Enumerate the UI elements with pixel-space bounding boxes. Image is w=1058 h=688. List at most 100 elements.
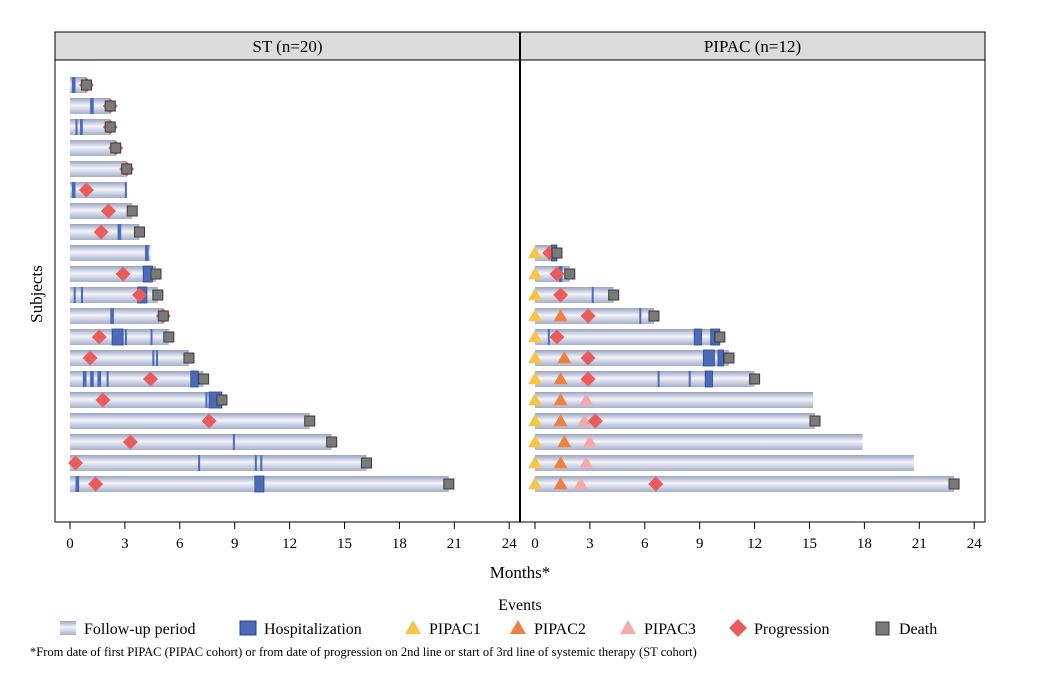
pipac2-marker: [553, 414, 568, 427]
hospitalization-mark: [704, 370, 713, 388]
pipac1-marker: [528, 351, 542, 364]
follow-up-bar: [70, 287, 158, 303]
hospitalization-mark: [90, 371, 94, 387]
panel-title: PIPAC (n=12): [704, 37, 801, 56]
follow-up-bar: [70, 266, 157, 282]
pipac3-marker: [573, 477, 588, 490]
death-marker: [80, 79, 92, 91]
legend-label: Progression: [754, 621, 830, 638]
legend-item-death: Death: [875, 621, 937, 638]
death-marker: [809, 415, 821, 427]
hospitalization-mark: [124, 329, 127, 345]
subject-row: [70, 245, 151, 261]
x-tick-label: 12: [747, 536, 762, 552]
panel-pipac: PIPAC (n=12) 0 3 6 9 12 15 18 21 24: [519, 31, 986, 552]
death-marker: [104, 100, 116, 112]
hospitalization-mark: [71, 182, 76, 198]
hospitalization-mark: [80, 119, 83, 135]
x-tick-label: 15: [337, 536, 352, 552]
legend-swatch-pipac3: [620, 620, 636, 634]
death-marker: [326, 436, 338, 448]
pipac2-marker: [553, 477, 568, 490]
hospitalization-mark: [145, 245, 149, 261]
subject-row: [528, 370, 761, 388]
x-tick-label: 21: [447, 536, 462, 552]
subject-row: [70, 224, 146, 240]
follow-up-bar: [70, 182, 127, 198]
subject-row: [70, 119, 118, 135]
subject-row: [528, 413, 821, 429]
x-axis-label: Months*: [490, 563, 550, 582]
hospitalization-mark: [106, 371, 109, 387]
subject-row: [528, 244, 563, 262]
subject-row: [528, 287, 620, 303]
legend-label: Follow-up period: [84, 621, 196, 638]
progression-marker: [100, 203, 116, 219]
subject-row: [528, 392, 814, 408]
hospitalization-mark: [547, 329, 550, 345]
subject-row: [528, 308, 660, 324]
legend-swatch-pipac1: [405, 620, 421, 634]
pipac1-marker: [528, 267, 542, 280]
panel-title: ST (n=20): [252, 37, 322, 56]
progression-marker: [553, 287, 569, 303]
pipac2-marker: [553, 309, 568, 322]
subject-row: [70, 413, 316, 429]
pipac1-marker: [528, 288, 542, 301]
pipac2-marker: [557, 351, 572, 364]
follow-up-bar: [535, 413, 815, 429]
hospitalization-mark: [232, 434, 235, 450]
death-marker: [183, 352, 195, 364]
y-axis-label: Subjects: [27, 265, 46, 323]
follow-up-bar: [535, 329, 720, 345]
death-marker: [126, 205, 138, 217]
death-marker: [714, 331, 726, 343]
panel-header: [519, 31, 986, 61]
follow-up-bar: [70, 392, 222, 408]
progression-marker: [580, 308, 596, 324]
x-tick-label: 18: [392, 536, 407, 552]
subject-row: [528, 476, 960, 492]
x-tick-label: 9: [231, 536, 239, 552]
death-marker: [150, 268, 162, 280]
pipac2-marker: [553, 456, 568, 469]
progression-marker: [95, 392, 111, 408]
follow-up-bar: [535, 476, 955, 492]
subject-row: [70, 475, 455, 493]
follow-up-bar: [535, 350, 729, 366]
legend-label: PIPAC2: [534, 621, 586, 638]
x-tick-label: 6: [641, 536, 649, 552]
x-tick-label: 6: [176, 536, 184, 552]
progression-marker: [93, 224, 109, 240]
hospitalization-mark: [156, 350, 159, 366]
x-tick-label: 9: [696, 536, 704, 552]
subject-row: [70, 140, 124, 156]
hospitalization-mark: [82, 371, 87, 387]
hospitalization-mark: [152, 350, 155, 366]
pipac1-marker: [528, 456, 542, 469]
death-marker: [157, 310, 169, 322]
x-tick-label: 15: [802, 536, 817, 552]
hospitalization-mark: [693, 328, 702, 346]
legend-swatch-hospitalization: [239, 620, 257, 636]
legend-item-progression: Progression: [729, 619, 830, 638]
death-marker: [948, 478, 960, 490]
legend-label: PIPAC1: [429, 621, 481, 638]
legend-swatch-progression: [729, 619, 747, 637]
legend-swatch-followup: [60, 621, 76, 635]
progression-marker: [648, 476, 664, 492]
death-marker: [110, 142, 122, 154]
follow-up-bar: [70, 140, 116, 156]
follow-up-bar: [535, 371, 755, 387]
legend-item-hosp: Hospitalization: [239, 620, 362, 638]
death-marker: [134, 226, 146, 238]
footnote: *From date of first PIPAC (PIPAC cohort)…: [30, 645, 697, 659]
legend-item-pipac1: PIPAC1: [405, 620, 481, 638]
legend-label: PIPAC3: [644, 621, 696, 638]
death-marker: [304, 415, 316, 427]
subject-row: [70, 182, 127, 198]
subject-row: [67, 455, 372, 471]
follow-up-bar: [70, 371, 204, 387]
death-marker: [723, 352, 735, 364]
pipac1-marker: [528, 309, 542, 322]
